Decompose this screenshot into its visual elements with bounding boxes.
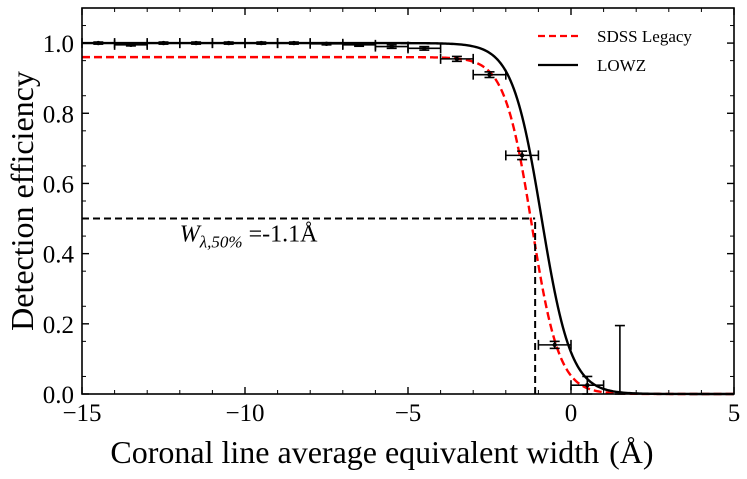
x-tick-label: −10	[225, 400, 264, 427]
point-marker	[96, 40, 101, 46]
x-axis-title: Coronal line average equivalent width (Å)	[110, 434, 653, 470]
point-marker	[519, 153, 525, 158]
x-tick-label: −5	[395, 400, 422, 427]
data-points	[81, 38, 625, 395]
annotation-subscript: λ,50%	[199, 232, 243, 251]
x-axis-title-text: Coronal line average equivalent width	[110, 434, 599, 470]
y-tick-label: 0.4	[43, 242, 75, 269]
point-marker	[356, 42, 362, 48]
data-point	[113, 39, 148, 50]
x-tick-label: −15	[62, 400, 101, 427]
data-point	[146, 38, 181, 49]
point-marker	[585, 383, 590, 388]
x-tick-label: 5	[728, 400, 741, 427]
w50-annotation: Wλ,50% =-1.1Å	[180, 221, 318, 251]
data-point	[504, 150, 540, 161]
data-point	[244, 38, 279, 49]
x-axis: −15 −10 −5 0 5	[62, 8, 740, 427]
y-tick-label: 0.8	[43, 101, 74, 128]
legend-label-lowz: LOWZ	[597, 56, 646, 75]
legend-label-sdss-legacy: SDSS Legacy	[597, 27, 692, 46]
point-marker	[291, 40, 297, 46]
point-marker	[259, 40, 264, 46]
point-marker	[454, 56, 460, 62]
reference-lines	[82, 217, 537, 394]
point-marker	[324, 41, 329, 46]
legend: SDSS Legacy LOWZ	[538, 27, 692, 75]
y-tick-label: 0.0	[43, 382, 74, 409]
data-point	[537, 339, 572, 350]
point-marker	[128, 42, 134, 48]
point-marker	[226, 40, 231, 46]
data-point	[407, 43, 442, 54]
annotation-value: =-1.1Å	[243, 221, 319, 247]
data-point	[309, 38, 344, 49]
data-point	[211, 38, 246, 49]
point-marker	[193, 40, 199, 46]
data-point	[179, 38, 214, 49]
y-tick-label: 1.0	[43, 31, 74, 58]
data-point	[276, 38, 312, 49]
point-marker	[422, 46, 427, 51]
annotation-symbol: W	[180, 221, 202, 247]
series-line-lowz	[82, 41, 734, 396]
y-axis-title: Detection efficiency	[4, 71, 40, 331]
data-point	[439, 53, 475, 64]
data-point	[341, 39, 377, 50]
point-marker	[487, 72, 492, 77]
y-tick-label: 0.2	[43, 312, 74, 339]
data-point	[614, 324, 625, 395]
y-axis: 0.0 0.2 0.4 0.6 0.8 1.0	[43, 25, 734, 409]
y-tick-label: 0.6	[43, 171, 74, 198]
point-marker	[161, 40, 166, 46]
point-marker	[389, 44, 394, 49]
data-point	[472, 69, 507, 80]
plot-marks	[82, 41, 734, 396]
point-marker	[552, 342, 557, 348]
x-axis-unit: (Å)	[609, 434, 653, 470]
x-tick-label: 0	[565, 400, 578, 427]
